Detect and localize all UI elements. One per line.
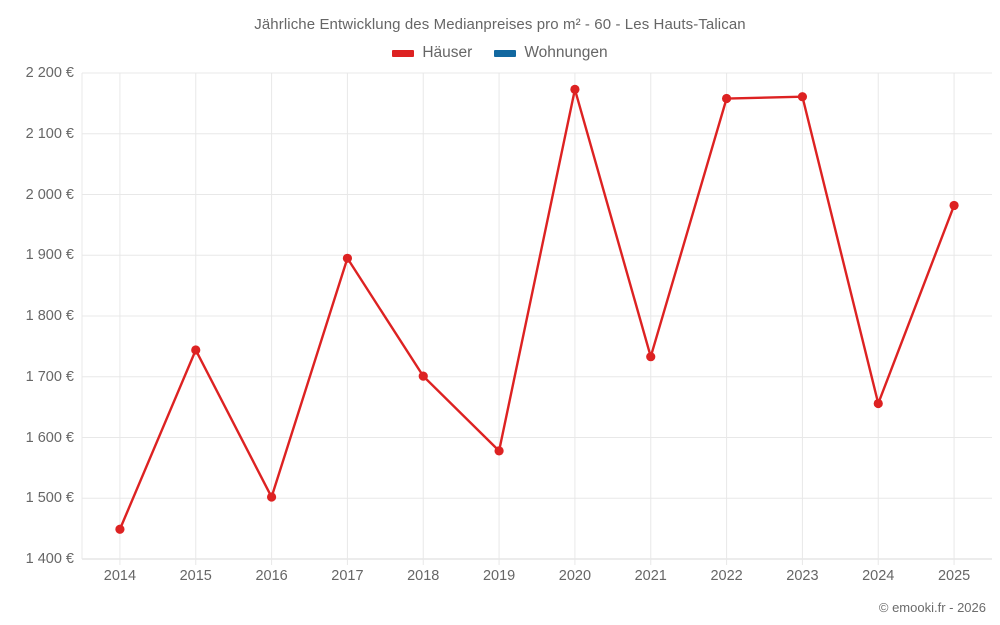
x-tick-label: 2024 [862, 568, 895, 584]
data-point[interactable] [797, 92, 808, 102]
data-point[interactable] [646, 352, 656, 362]
legend-item-wohnungen[interactable]: Wohnungen [494, 44, 608, 62]
x-tick-label: 2021 [634, 568, 667, 584]
y-tick-label: 2 000 € [25, 186, 74, 203]
x-tick-label: 2015 [179, 568, 212, 584]
y-tick-label: 1 700 € [25, 368, 74, 385]
data-point[interactable] [873, 398, 883, 409]
x-tick-label: 2014 [103, 568, 137, 584]
x-tick-label: 2025 [937, 568, 971, 584]
y-tick-label: 1 500 € [25, 490, 74, 507]
chart-title: Jährliche Entwicklung des Medianpreises … [254, 16, 746, 33]
x-tick-label: 2019 [482, 568, 516, 584]
chart-legend: Häuser Wohnungen [0, 44, 1000, 62]
data-point[interactable] [266, 492, 277, 502]
data-point[interactable] [494, 446, 504, 456]
x-tick-label: 2020 [558, 568, 592, 584]
x-tick-label: 2022 [710, 568, 743, 584]
y-tick-label: 1 900 € [25, 247, 74, 264]
y-tick-label: 1 600 € [25, 429, 74, 446]
data-point[interactable] [115, 524, 125, 534]
data-point[interactable] [418, 371, 428, 381]
data-point[interactable] [342, 253, 353, 263]
legend-item-haeuser[interactable]: Häuser [392, 44, 472, 62]
x-tick-label: 2016 [255, 568, 288, 584]
series-lines [118, 88, 956, 531]
grid-lines [82, 72, 992, 565]
footer-credit: © emooki.fr - 2026 [878, 600, 986, 615]
y-tick-label: 1 800 € [25, 308, 74, 324]
data-point[interactable] [570, 84, 580, 95]
data-point[interactable] [949, 200, 959, 211]
y-tick-label: 1 400 € [25, 551, 74, 567]
data-point[interactable] [721, 93, 732, 104]
legend-swatch-icon-haeuser [392, 49, 415, 57]
legend-label-wohnungen: Wohnungen [524, 44, 608, 61]
y-tick-label: 2 100 € [25, 125, 74, 142]
x-tick-label: 2023 [786, 568, 819, 584]
series-line-0 [118, 88, 956, 531]
y-axis: 1 400 € 1 500 € 1 600 € 1 700 € 1 800 € 1 900… [0, 0, 74, 625]
x-tick-label: 2017 [331, 568, 364, 584]
series-points [115, 84, 959, 534]
x-tick-label: 2018 [407, 568, 440, 584]
y-tick-label: 2 200 € [25, 65, 74, 81]
data-point[interactable] [191, 345, 201, 355]
legend-swatch-icon-wohnungen [494, 49, 517, 57]
legend-label-haeuser: Häuser [422, 44, 473, 61]
